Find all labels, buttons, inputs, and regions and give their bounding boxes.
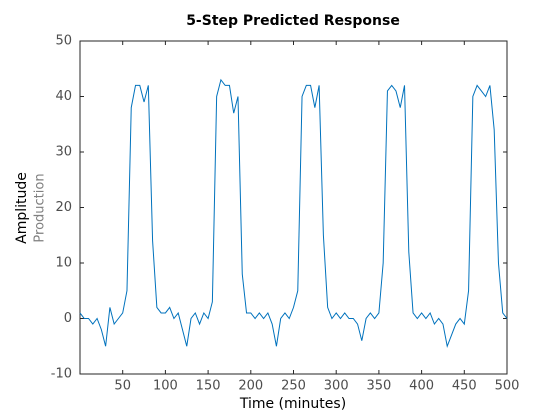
y-tick-label: 50: [55, 34, 72, 49]
y-axis-sublabel: Production: [33, 173, 48, 242]
x-tick-label: 450: [452, 379, 477, 394]
y-tick-label: 40: [55, 89, 72, 104]
x-tick-label: 400: [409, 379, 434, 394]
y-tick-label: 0: [64, 311, 72, 326]
x-tick-label: 350: [366, 379, 391, 394]
x-tick-label: 300: [324, 379, 349, 394]
y-tick-label: 10: [55, 256, 72, 271]
chart-title: 5-Step Predicted Response: [186, 13, 400, 29]
data-line: [79, 78, 508, 349]
y-tick-label: -10: [51, 367, 72, 382]
x-tick-label: 150: [196, 379, 221, 394]
x-tick-label: 100: [153, 379, 178, 394]
x-tick-label: 200: [238, 379, 263, 394]
x-tick-label: 500: [495, 379, 520, 394]
x-axis-label: Time (minutes): [239, 396, 346, 412]
y-axis-label: Amplitude: [14, 172, 30, 244]
y-tick-label: 20: [55, 200, 72, 215]
x-tick-label: 250: [281, 379, 306, 394]
y-tick-label: 30: [55, 145, 72, 160]
x-tick-label: 50: [114, 379, 131, 394]
